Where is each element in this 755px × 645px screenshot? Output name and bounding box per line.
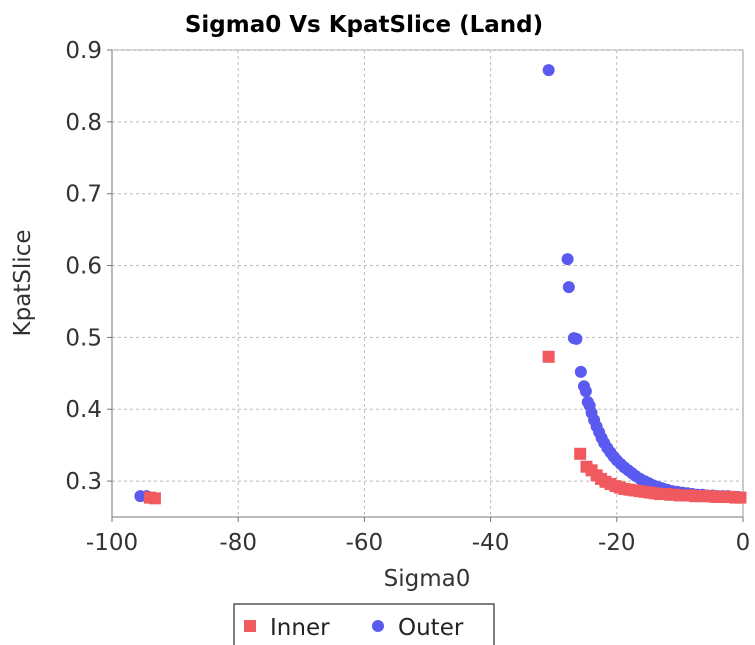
y-tick-label: 0.6 (65, 254, 102, 280)
legend-box (233, 603, 495, 645)
y-tick-label: 0.7 (65, 182, 102, 208)
y-tick-label: 0.8 (65, 110, 102, 136)
y-tick-label: 0.3 (65, 469, 102, 495)
y-tick-label: 0.5 (65, 325, 102, 351)
point-inner (542, 350, 555, 363)
x-tick-labels: -100 -80 -60 -40 -20 0 (86, 530, 750, 556)
point-outer (570, 332, 583, 345)
x-tick-label: -100 (86, 530, 138, 556)
point-inner (734, 491, 747, 504)
x-tick-label: -80 (219, 530, 257, 556)
x-tick-label: -40 (472, 530, 510, 556)
y-tick-label: 0.9 (65, 38, 102, 64)
point-outer (579, 385, 592, 398)
y-tick-labels: 0.3 0.4 0.5 0.6 0.7 0.8 0.9 (65, 38, 102, 495)
legend-marker-outer (372, 620, 384, 632)
point-outer (561, 253, 574, 266)
x-tick-label: -20 (598, 530, 636, 556)
point-inner (574, 447, 587, 460)
legend-label-outer: Outer (398, 615, 464, 641)
legend-marker-inner (244, 620, 256, 632)
plot-area (111, 49, 744, 518)
legend-label-inner: Inner (270, 615, 330, 641)
x-tick-label: -60 (346, 530, 384, 556)
x-axis-label: Sigma0 (384, 566, 471, 592)
data-points (134, 64, 747, 505)
point-inner (148, 492, 161, 505)
y-tick-label: 0.4 (65, 397, 102, 423)
chart-title: Sigma0 Vs KpatSlice (Land) (185, 12, 543, 38)
point-outer (574, 365, 587, 378)
point-outer (562, 281, 575, 294)
axes (107, 49, 744, 522)
legend: Inner Outer (233, 603, 495, 645)
x-tick-label: 0 (736, 530, 751, 556)
point-outer (542, 64, 555, 77)
y-axis-label: KpatSlice (10, 230, 36, 337)
